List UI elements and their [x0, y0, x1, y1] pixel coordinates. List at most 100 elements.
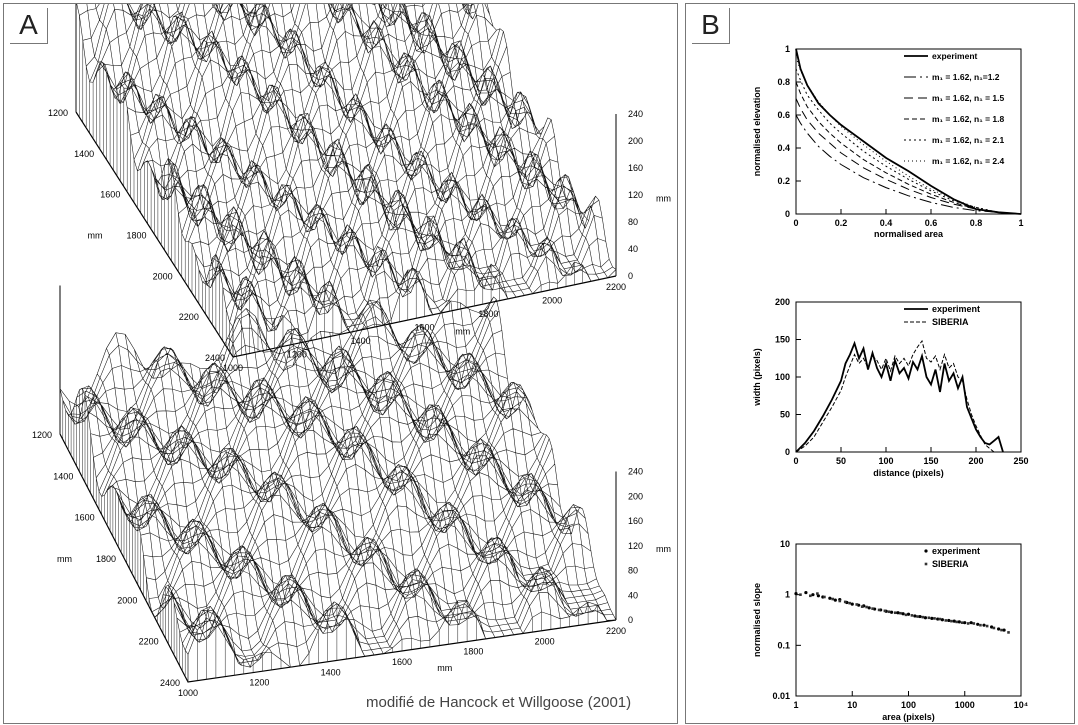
data-point — [865, 605, 868, 609]
x-tick-label: 1400 — [351, 336, 371, 346]
y-tick-label: 2400 — [205, 353, 225, 363]
x-tick-label: 0.4 — [880, 218, 893, 228]
data-point — [918, 614, 922, 619]
x-tick-label: 50 — [836, 456, 846, 466]
data-point — [997, 627, 1001, 631]
panel-a-label: A — [10, 8, 48, 44]
y-tick-label: 0.1 — [777, 640, 790, 650]
x-tick-label: 2000 — [542, 296, 562, 306]
data-point — [901, 612, 905, 616]
legend-label: SIBERIA — [932, 559, 969, 569]
y-tick-label: 2200 — [139, 637, 159, 647]
data-point — [952, 619, 956, 623]
data-point — [904, 613, 908, 617]
legend-label: m₁ = 1.62, n₁=1.2 — [932, 72, 1000, 82]
x-tick-label: 10 — [847, 700, 857, 710]
data-point — [816, 592, 819, 595]
plot-frame — [795, 48, 1022, 215]
x-tick-label: 2200 — [606, 626, 626, 636]
x-tick-label: 1000 — [178, 688, 198, 698]
series-line — [795, 114, 1022, 215]
z-tick-label: 200 — [628, 136, 643, 146]
data-point — [799, 593, 802, 596]
legend-label: experiment — [932, 51, 978, 61]
series-line — [795, 68, 1022, 215]
data-point — [855, 603, 859, 606]
z-tick-label: 240 — [628, 109, 643, 119]
z-tick-label: 240 — [628, 467, 643, 477]
data-point — [1007, 631, 1010, 634]
data-point — [982, 623, 986, 627]
legend-marker — [924, 549, 928, 553]
data-point — [960, 621, 964, 624]
z-tick-label: 120 — [628, 541, 643, 551]
y-tick-label: 1 — [785, 44, 790, 54]
x-tick-label: 10⁴ — [1014, 700, 1028, 710]
data-point — [963, 621, 967, 625]
y-tick-label: 0.4 — [777, 143, 790, 153]
y-tick-label: 2400 — [160, 678, 180, 688]
data-point — [804, 590, 808, 595]
x-tick-label: 1000 — [955, 700, 975, 710]
series-line — [795, 48, 1022, 215]
x-tick-label: 1000 — [223, 363, 243, 373]
z-axis-label: mm — [656, 544, 671, 554]
x-axis-label: area (pixels) — [882, 712, 935, 722]
z-tick-label: 200 — [628, 491, 643, 501]
legend-marker — [924, 562, 928, 566]
data-point — [831, 597, 835, 601]
y-tick-label: 1400 — [53, 471, 73, 481]
x-tick-label: 0.6 — [925, 218, 938, 228]
legend-label: m₁ = 1.62, n₁ = 2.4 — [932, 156, 1005, 166]
y-tick-label: 0.8 — [777, 77, 790, 87]
credit-text: modifié de Hancock et Willgoose (2001) — [366, 694, 632, 711]
data-point — [871, 607, 874, 610]
x-axis-label: normalised area — [874, 229, 944, 239]
z-tick-label: 40 — [628, 590, 638, 600]
series-line — [795, 340, 1004, 453]
y-axis-label: width (pixels) — [752, 348, 762, 407]
plot-frame — [795, 543, 1022, 697]
chart-1: 0 0.2 0.4 0.6 0.8 1 0 0.2 0.4 0.6 0.8 1 normalised a… — [752, 44, 1024, 239]
x-tick-label: 1200 — [287, 350, 307, 360]
data-point — [816, 594, 820, 598]
z-tick-label: 80 — [628, 566, 638, 576]
data-point — [823, 595, 826, 599]
surface-plot-2: 1200140016001800200022002400mm1000120014… — [32, 285, 671, 698]
y-tick-label: 50 — [780, 410, 790, 420]
data-point — [933, 617, 936, 620]
x-tick-label: 1600 — [392, 657, 412, 667]
data-point — [944, 619, 948, 622]
data-point — [809, 594, 812, 598]
y-tick-label: 2000 — [153, 271, 173, 281]
data-point — [938, 617, 942, 621]
y-tick-label: 1200 — [48, 108, 68, 118]
data-point — [913, 614, 917, 618]
data-point — [850, 602, 854, 606]
y-tick-label: 150 — [775, 335, 790, 345]
data-point — [833, 598, 837, 602]
surface-wireframe — [59, 296, 617, 668]
data-point — [889, 610, 894, 614]
y-tick-label: 0 — [785, 447, 790, 457]
data-point — [794, 591, 798, 596]
legend-label: m₁ = 1.62, n₁ = 1.5 — [932, 93, 1005, 103]
surface-skirt — [75, 4, 617, 357]
data-point — [867, 606, 871, 610]
y-tick-label: 0 — [785, 209, 790, 219]
y-axis-label: mm — [57, 554, 72, 564]
data-point — [848, 601, 851, 605]
data-point — [906, 612, 911, 616]
y-tick-label: 200 — [775, 297, 790, 307]
surface-plot-1: 1200140016001800200022002400mm1000120014… — [48, 4, 671, 373]
z-tick-label: 160 — [628, 163, 643, 173]
data-point — [989, 625, 994, 629]
x-tick-label: 1600 — [414, 323, 434, 333]
data-point — [910, 614, 914, 617]
legend-label: m₁ = 1.62, n₁ = 2.1 — [932, 135, 1005, 145]
x-tick-label: 0.2 — [835, 218, 848, 228]
x-tick-label: 100 — [901, 700, 916, 710]
panel-a: A 1200 1400 1600 1800 2000 2200 2400 mm 1000 1200… — [3, 3, 678, 724]
data-point — [887, 610, 891, 614]
x-tick-label: 250 — [1013, 456, 1028, 466]
